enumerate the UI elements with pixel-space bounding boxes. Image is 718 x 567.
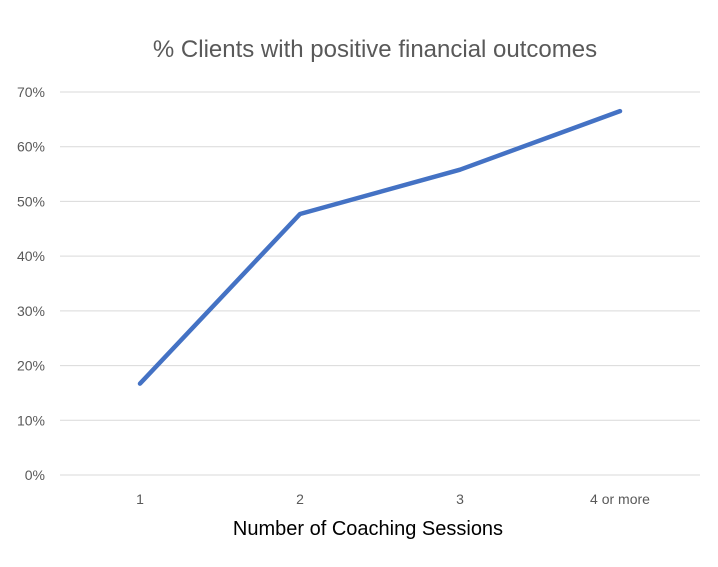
x-tick-label: 3	[456, 491, 464, 507]
y-tick-label: 20%	[17, 358, 45, 374]
series-layer	[137, 108, 623, 386]
y-tick-label: 40%	[17, 248, 45, 264]
y-tick-label: 10%	[17, 412, 45, 428]
gridlines	[60, 91, 700, 476]
x-tick-label: 2	[296, 491, 304, 507]
y-axis-tick-labels: 0% 10% 20% 30% 40% 50% 60% 70%	[17, 84, 45, 483]
data-point	[617, 108, 623, 114]
chart-title: % Clients with positive financial outcom…	[153, 36, 597, 63]
y-tick-label: 0%	[25, 467, 45, 483]
data-point	[297, 211, 303, 217]
series-line	[137, 108, 623, 386]
y-tick-label: 70%	[17, 84, 45, 100]
data-point	[457, 167, 463, 173]
y-tick-label: 30%	[17, 303, 45, 319]
x-axis-label: Number of Coaching Sessions	[233, 518, 503, 540]
y-tick-label: 50%	[17, 193, 45, 209]
x-axis-tick-labels: 1 2 3 4 or more	[136, 491, 650, 507]
data-point	[137, 381, 143, 387]
x-tick-label: 4 or more	[590, 491, 650, 507]
y-tick-label: 60%	[17, 139, 45, 155]
x-tick-label: 1	[136, 491, 144, 507]
